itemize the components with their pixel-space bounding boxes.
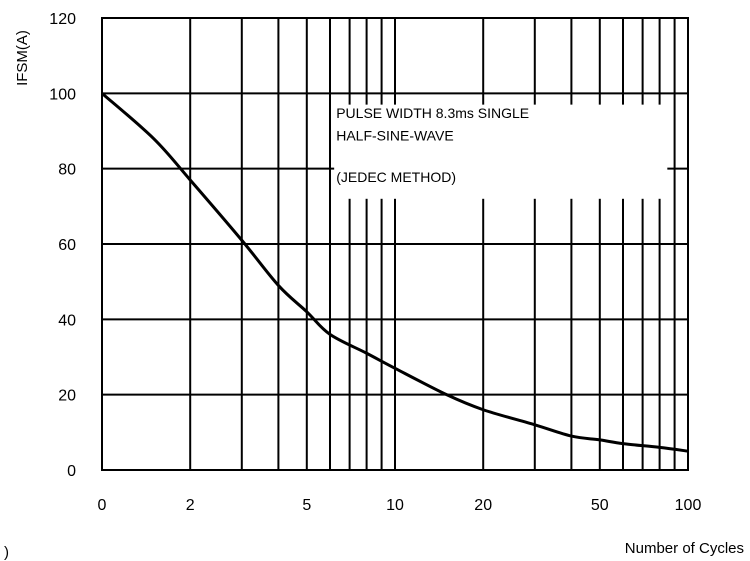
y-tick-label: 100 [49,86,76,103]
annotation-line-3: (JEDEC METHOD) [336,169,456,185]
tick-labels: 0 20 40 60 80 100 120 0 2 5 10 20 50 100 [49,11,701,514]
x-axis-label: Number of Cycles [625,540,744,557]
series-line-0 [101,92,689,453]
annotation-background [334,104,668,199]
series-layer [101,92,689,453]
y-axis-label: IFSM(A) [14,30,31,86]
y-tick-label: 120 [49,11,76,28]
y-tick-label: 80 [58,162,76,179]
y-tick-label: 0 [67,463,76,480]
annotation-box: PULSE WIDTH 8.3ms SINGLE HALF-SINE-WAVE … [334,104,668,199]
stray-mark: ) [4,544,9,561]
x-tick-label: 50 [591,497,609,514]
x-tick-label: 0 [98,497,107,514]
x-tick-label: 5 [302,497,311,514]
grid-lines [102,18,688,470]
y-tick-label: 40 [58,312,76,329]
x-tick-label: 20 [474,497,492,514]
x-tick-label: 10 [386,497,404,514]
x-tick-label: 2 [186,497,195,514]
plot-frame [101,17,689,471]
annotation-line-1: PULSE WIDTH 8.3ms SINGLE [336,105,529,121]
x-tick-label: 100 [675,497,702,514]
y-tick-label: 20 [58,388,76,405]
y-tick-label: 60 [58,237,76,254]
annotation-line-2: HALF-SINE-WAVE [336,127,453,143]
